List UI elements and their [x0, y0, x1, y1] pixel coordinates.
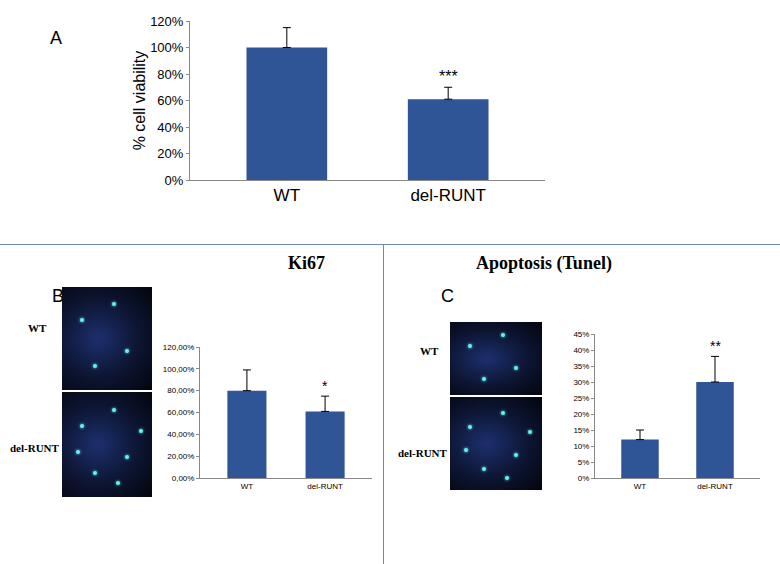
html-text:C: C [441, 286, 454, 306]
html-text:del-RUNT: del-RUNT [10, 442, 59, 454]
html-text:Apoptosis (Tunel): Apoptosis (Tunel) [476, 253, 612, 273]
svg-text:0%: 0% [578, 474, 590, 483]
svg-text:10%: 10% [573, 442, 589, 451]
svg-text:*: * [322, 378, 328, 394]
svg-text:40%: 40% [573, 346, 589, 355]
svg-text:20%: 20% [157, 146, 183, 161]
svg-text:35%: 35% [573, 362, 589, 371]
svg-text:WT: WT [241, 482, 254, 491]
svg-text:***: *** [439, 68, 458, 85]
svg-text:20%: 20% [573, 410, 589, 419]
svg-text:80%: 80% [157, 67, 183, 82]
svg-text:**: ** [710, 338, 721, 354]
svg-text:45%: 45% [573, 330, 589, 339]
svg-text:25%: 25% [573, 394, 589, 403]
svg-text:15%: 15% [573, 426, 589, 435]
svg-text:del-RUNT: del-RUNT [410, 186, 486, 205]
html-text:del-RUNT: del-RUNT [398, 447, 447, 459]
html-text:WT: WT [28, 322, 47, 334]
svg-text:100,00%: 100,00% [163, 365, 195, 374]
svg-text:40%: 40% [157, 120, 183, 135]
svg-text:del-RUNT: del-RUNT [307, 482, 343, 491]
svg-text:120%: 120% [150, 14, 184, 29]
html-text:A: A [50, 28, 62, 48]
svg-text:60%: 60% [157, 93, 183, 108]
svg-text:WT: WT [274, 186, 300, 205]
svg-text:WT: WT [634, 482, 647, 491]
html-text:Ki67: Ki67 [288, 253, 325, 273]
svg-text:0,00%: 0,00% [172, 474, 195, 483]
svg-text:30%: 30% [573, 378, 589, 387]
svg-text:80,00%: 80,00% [167, 386, 194, 395]
svg-text:60,00%: 60,00% [167, 408, 194, 417]
html-text:B: B [52, 286, 64, 306]
svg-text:100%: 100% [150, 40, 184, 55]
svg-text:0%: 0% [165, 173, 184, 188]
svg-text:del-RUNT: del-RUNT [697, 482, 733, 491]
svg-text:5%: 5% [578, 458, 590, 467]
svg-text:20,00%: 20,00% [167, 452, 194, 461]
svg-text:120,00%: 120,00% [163, 343, 195, 352]
svg-text:% cell viability: % cell viability [131, 51, 148, 151]
html-text:WT: WT [420, 345, 439, 357]
svg-text:40,00%: 40,00% [167, 430, 194, 439]
